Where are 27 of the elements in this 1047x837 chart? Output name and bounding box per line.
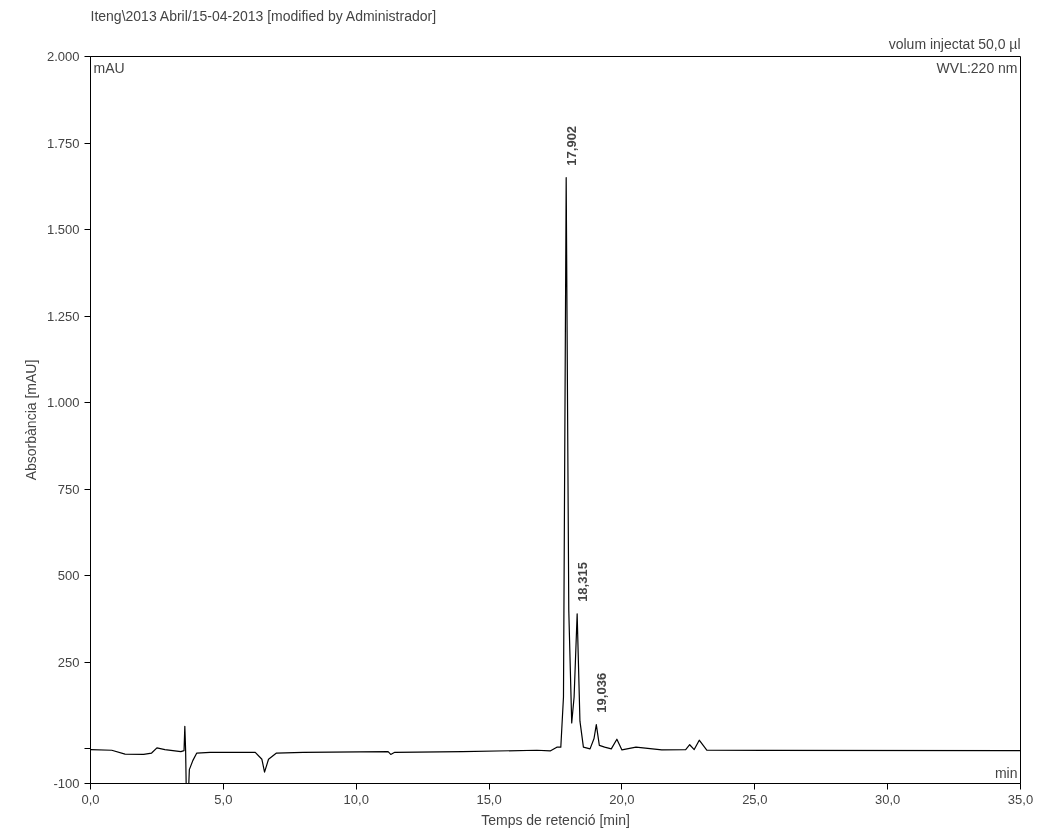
chart-title: Iteng\2013 Abril/15-04-2013 [modified by Administrador] — [90, 7, 437, 24]
y-tick-label: 1.000 — [46, 395, 80, 411]
annotation: 17,902 — [563, 125, 579, 166]
y-axis-title: Absorbància [mAU] — [22, 359, 39, 481]
y-tick-label: 750 — [57, 481, 80, 497]
annotation: 18,315 — [574, 562, 590, 602]
x-tick-label: 30,0 — [874, 791, 901, 807]
x-tick-label: 25,0 — [742, 791, 768, 807]
y-tick-label: 250 — [57, 654, 80, 670]
y-tick-label: 1.250 — [46, 308, 80, 324]
x-tick-label: 35,0 — [1007, 791, 1034, 807]
x-tick-label: 20,0 — [609, 791, 635, 807]
y-tick-label: -100 — [53, 776, 80, 791]
annotation: mAU — [93, 59, 125, 76]
x-tick-label: 15,0 — [476, 791, 502, 807]
annotation: min — [994, 764, 1018, 781]
y-tick-label: 1.500 — [46, 222, 80, 238]
annotation: 19,036 — [593, 672, 609, 713]
annotation: WVL:220 nm — [936, 59, 1018, 76]
y-tick-label: 500 — [57, 568, 80, 584]
x-axis-title: Temps de retenció [min] — [481, 811, 630, 828]
chart-subtitle: volum injectat 50,0 µl — [888, 35, 1021, 52]
x-tick-label: 10,0 — [343, 791, 369, 807]
x-tick-label: 5,0 — [214, 791, 233, 807]
y-tick-label: 1.750 — [46, 135, 80, 151]
x-tick-label: 0,0 — [81, 791, 100, 807]
y-tick-label: 2.000 — [46, 49, 80, 64]
